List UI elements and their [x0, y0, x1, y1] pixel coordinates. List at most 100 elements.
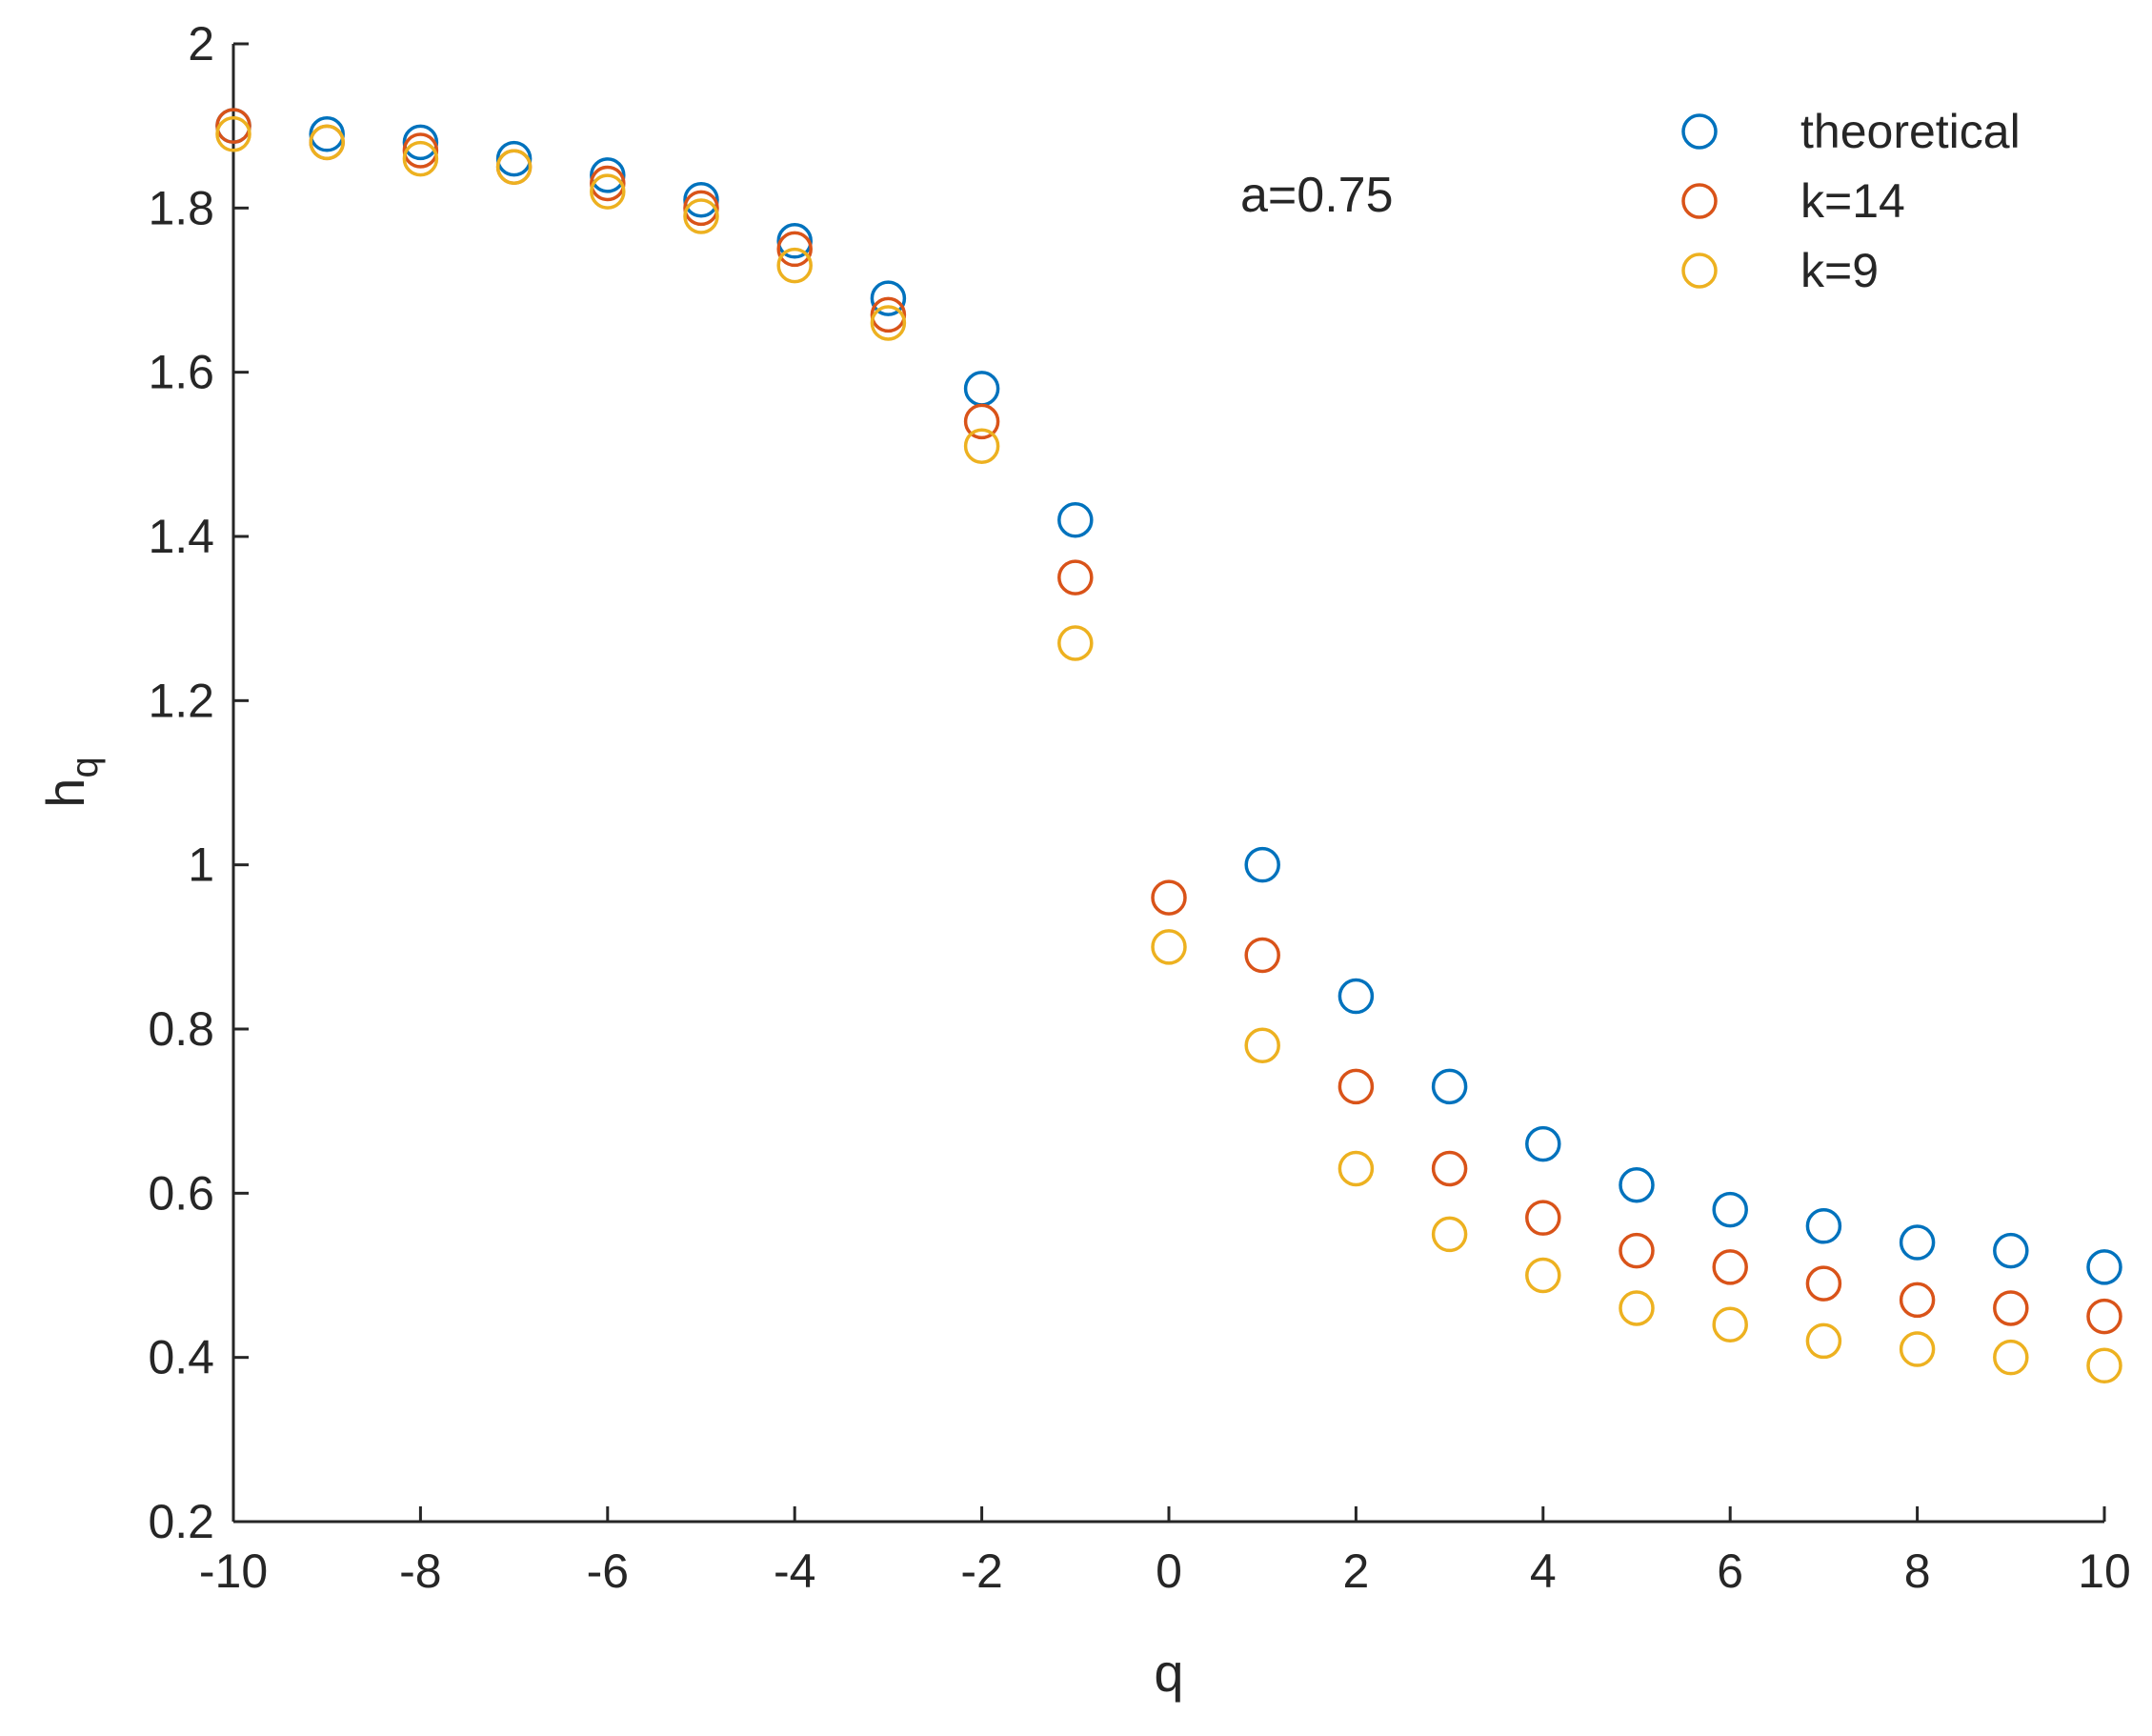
data-point	[495, 140, 533, 177]
data-point	[1151, 929, 1187, 965]
data-point	[402, 132, 439, 169]
data-point	[2086, 1298, 2122, 1335]
data-point	[1525, 1125, 1561, 1162]
y-tick-label: 1.8	[148, 181, 214, 234]
data-point	[309, 124, 345, 161]
data-point	[590, 157, 626, 193]
data-point	[309, 116, 345, 152]
ticks: -10 -8 -6 -4 -2 0 2 4 6 8 10 0.2 0.4 0.6 0.8 1 1.2 1.4 1.6…	[148, 17, 2130, 1598]
x-tick-label: 8	[1904, 1544, 1931, 1598]
data-point	[1899, 1331, 1936, 1367]
legend-label: theoretical	[1800, 105, 2021, 158]
series-layer	[215, 108, 2122, 1384]
data-point	[963, 371, 1000, 407]
data-point	[683, 198, 719, 234]
legend-marker	[1681, 113, 1718, 150]
y-tick-label: 0.6	[148, 1166, 214, 1220]
data-point	[1993, 1339, 2029, 1376]
data-point	[215, 116, 251, 152]
data-point	[1525, 1257, 1561, 1294]
data-point	[1805, 1265, 1842, 1302]
data-point	[495, 149, 533, 185]
data-point	[776, 247, 813, 284]
data-point	[1151, 879, 1187, 916]
data-point	[683, 181, 719, 218]
data-point	[2086, 1249, 2122, 1285]
data-point	[1899, 1282, 1936, 1319]
data-point	[1431, 1150, 1468, 1187]
y-tick-label: 1.4	[148, 510, 214, 563]
data-point	[1337, 978, 1375, 1015]
data-point	[1805, 1322, 1842, 1360]
data-point	[1712, 1249, 1748, 1285]
data-point	[1712, 1191, 1748, 1228]
legend-label: k=14	[1800, 174, 1905, 228]
y-axis-label-subscript: q	[64, 757, 106, 777]
data-point	[1244, 1027, 1280, 1063]
data-point	[1057, 625, 1094, 661]
data-point	[1337, 1068, 1375, 1105]
y-axis-label: hq	[35, 757, 106, 807]
series-theoretical	[215, 108, 2122, 1285]
data-point	[402, 124, 439, 161]
x-tick-label: -10	[199, 1544, 268, 1598]
x-tick-label: -2	[960, 1544, 1002, 1598]
annotation-text: a=0.75	[1240, 168, 1394, 223]
data-point	[963, 428, 1000, 464]
data-point	[1244, 846, 1280, 883]
data-point	[1899, 1224, 1936, 1261]
y-tick-label: 1.2	[148, 674, 214, 727]
legend-marker	[1681, 252, 1718, 289]
x-tick-label: 0	[1156, 1544, 1182, 1598]
y-tick-label: 0.2	[148, 1495, 214, 1548]
data-point	[1057, 502, 1094, 538]
svg-text:hq: hq	[35, 757, 106, 807]
y-tick-label: 0.4	[148, 1331, 214, 1384]
legend-item: k=9	[1681, 244, 1879, 297]
data-point	[1619, 1290, 1655, 1326]
data-point	[1431, 1216, 1468, 1253]
data-point	[870, 305, 907, 341]
x-tick-label: 10	[2078, 1544, 2131, 1598]
y-tick-label: 2	[188, 17, 214, 71]
series-k=14	[215, 108, 2122, 1335]
legend-item: theoretical	[1681, 105, 2021, 158]
data-point	[1993, 1290, 2029, 1326]
data-point	[590, 165, 626, 202]
legend: theoretical k=14 k=9	[1681, 105, 2021, 297]
data-point	[1525, 1200, 1561, 1236]
legend-item: k=14	[1681, 174, 1905, 228]
data-point	[2086, 1347, 2122, 1384]
data-point	[1805, 1208, 1842, 1244]
data-point	[1619, 1166, 1655, 1203]
x-tick-label: 6	[1717, 1544, 1743, 1598]
data-point	[963, 403, 1000, 440]
y-tick-label: 0.8	[148, 1002, 214, 1056]
x-tick-label: -6	[587, 1544, 629, 1598]
y-tick-label: 1.6	[148, 346, 214, 399]
x-tick-label: 2	[1342, 1544, 1369, 1598]
data-point	[1244, 937, 1280, 974]
data-point	[1431, 1068, 1468, 1105]
x-axis-label: q	[1154, 1643, 1183, 1703]
data-point	[1993, 1232, 2029, 1269]
data-point	[1619, 1232, 1655, 1269]
x-tick-label: 4	[1530, 1544, 1557, 1598]
data-point	[215, 108, 251, 144]
data-point	[1057, 559, 1094, 595]
y-axis-label-main: h	[35, 778, 95, 808]
data-point	[1712, 1306, 1748, 1342]
x-tick-label: -4	[774, 1544, 815, 1598]
data-point	[870, 280, 907, 316]
data-point	[1337, 1150, 1375, 1187]
series-k=9	[215, 116, 2122, 1384]
legend-marker	[1681, 183, 1718, 219]
data-point	[402, 140, 439, 177]
data-point	[870, 296, 907, 333]
data-point	[683, 190, 719, 227]
legend-label: k=9	[1800, 244, 1879, 297]
data-point	[776, 231, 813, 268]
y-tick-label: 1	[188, 838, 214, 892]
x-tick-label: -8	[399, 1544, 441, 1598]
